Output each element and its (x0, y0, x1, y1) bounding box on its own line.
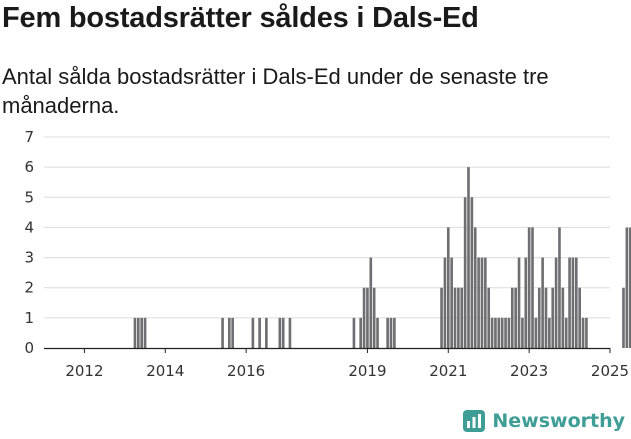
bar (463, 197, 467, 348)
bar (376, 317, 379, 348)
bar (517, 257, 521, 348)
bar (362, 287, 366, 348)
bar (467, 167, 470, 348)
bar (137, 317, 140, 348)
bar (622, 287, 625, 348)
bar (490, 317, 494, 348)
bar (443, 257, 447, 348)
y-tick-label: 0 (24, 339, 34, 357)
bar (514, 287, 517, 348)
bar (487, 287, 491, 348)
x-tick-label: 2012 (65, 362, 103, 380)
bar (453, 287, 457, 348)
bar (524, 257, 528, 348)
chart-title: Fem bostadsrätter såldes i Dals-Ed (2, 2, 479, 34)
bar (389, 317, 393, 348)
y-tick-label: 6 (24, 158, 34, 176)
x-tick-label: 2023 (510, 362, 548, 380)
bar (265, 317, 268, 348)
y-tick-label: 3 (24, 249, 34, 267)
bar (531, 227, 534, 348)
bar (574, 257, 578, 348)
bar (541, 257, 544, 348)
bar (140, 317, 144, 348)
x-tick-label: 2021 (429, 362, 467, 380)
bar (504, 317, 507, 348)
bar (450, 257, 453, 348)
x-tick-label: 2016 (227, 362, 265, 380)
bar (281, 317, 285, 348)
bar (386, 317, 389, 348)
bar (288, 317, 292, 348)
bar (568, 257, 571, 348)
bar (231, 317, 234, 348)
bar (500, 317, 504, 348)
x-tick-label: 2025 (591, 362, 629, 380)
bar (484, 257, 487, 348)
bar (558, 227, 561, 348)
bar (561, 287, 565, 348)
y-tick-label: 7 (24, 128, 34, 146)
bar (227, 317, 231, 348)
bar (477, 257, 480, 348)
bar (507, 317, 511, 348)
bar (359, 317, 363, 348)
bar (510, 287, 514, 348)
y-tick-label: 2 (24, 279, 34, 297)
bar (571, 257, 575, 348)
bar (440, 287, 443, 348)
bar (578, 287, 581, 348)
y-tick-label: 1 (24, 309, 34, 327)
bar (625, 227, 629, 348)
bar (628, 227, 631, 348)
bar (369, 257, 373, 348)
bar (497, 317, 501, 348)
chart-subtitle: Antal sålda bostadsrätter i Dals-Ed unde… (2, 64, 549, 118)
bar (537, 287, 541, 348)
bar (473, 227, 477, 348)
bar (446, 227, 450, 348)
bar (251, 317, 255, 348)
brand-logo: Newsworthy (462, 409, 625, 433)
bar (133, 317, 137, 348)
bar (581, 317, 585, 348)
bar (527, 227, 531, 348)
bar (393, 317, 396, 348)
bar (352, 317, 356, 348)
y-tick-label: 4 (24, 218, 34, 236)
x-tick-label: 2019 (348, 362, 386, 380)
newsworthy-logo-icon (463, 410, 486, 432)
x-tick-label: 2014 (146, 362, 184, 380)
brand-name: Newsworthy (492, 410, 625, 432)
bar (548, 317, 551, 348)
bar (372, 287, 376, 348)
bar (278, 317, 282, 348)
bar (534, 317, 538, 348)
bar (564, 317, 568, 348)
bar (551, 287, 555, 348)
bar (258, 317, 261, 348)
bar (544, 287, 548, 348)
bar (366, 287, 369, 348)
y-tick-label: 5 (24, 188, 34, 206)
bar (143, 317, 147, 348)
bar (521, 317, 524, 348)
bar (470, 197, 474, 348)
bar (221, 317, 224, 348)
bar (457, 287, 460, 348)
bar (460, 287, 464, 348)
bar (585, 317, 588, 348)
bar (554, 257, 558, 348)
bar (480, 257, 484, 348)
bar (494, 317, 497, 348)
